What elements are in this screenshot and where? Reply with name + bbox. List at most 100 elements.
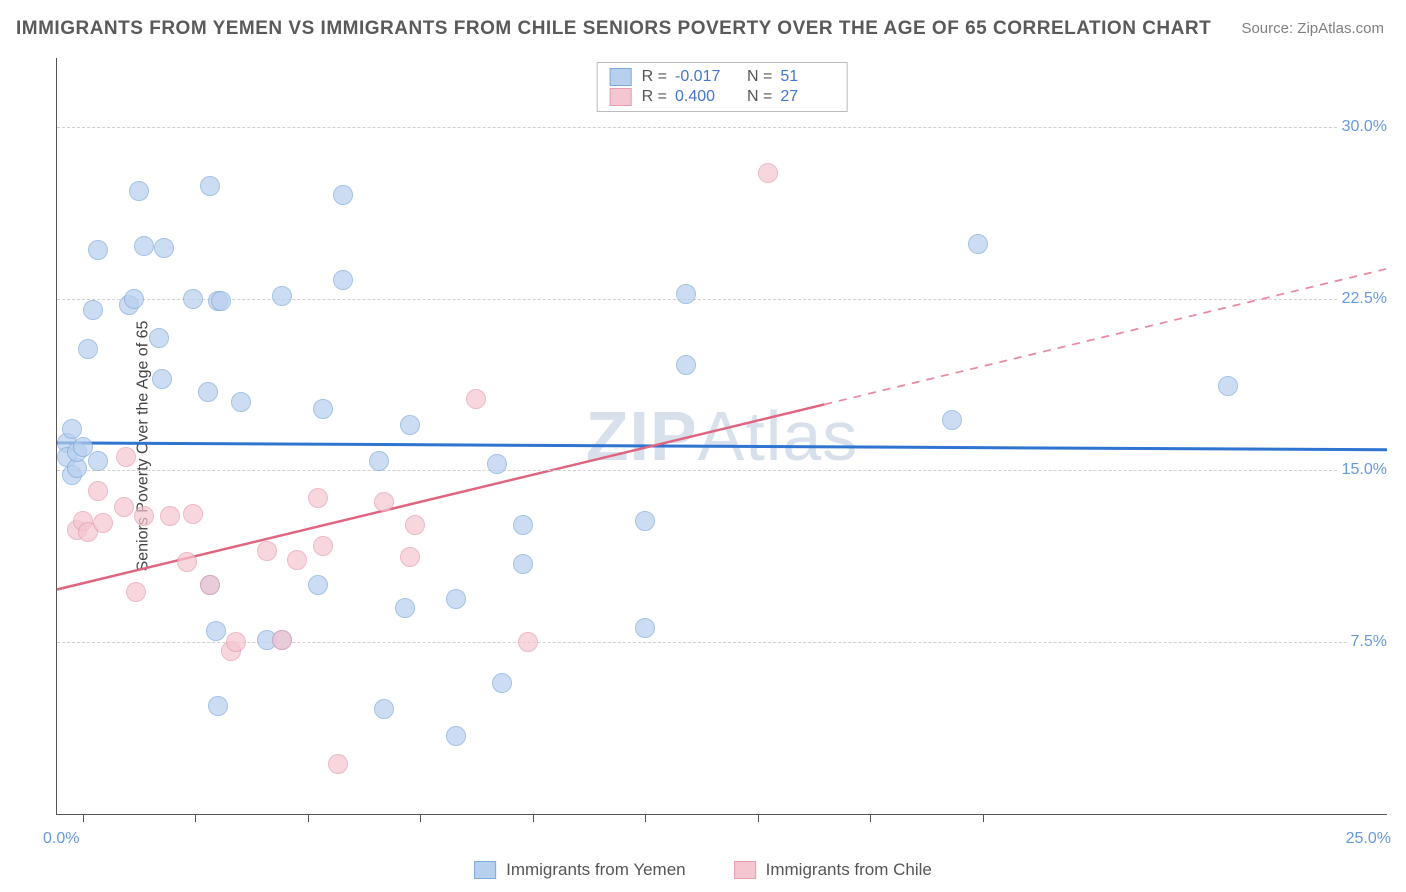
data-point-yemen: [968, 234, 988, 254]
data-point-yemen: [154, 238, 174, 258]
data-point-chile: [374, 492, 394, 512]
data-point-yemen: [333, 185, 353, 205]
legend-item-yemen: Immigrants from Yemen: [474, 860, 686, 880]
data-point-yemen: [200, 176, 220, 196]
data-point-chile: [226, 632, 246, 652]
data-point-yemen: [374, 699, 394, 719]
trendline-chile: [57, 404, 824, 589]
x-tick: [983, 814, 984, 822]
data-point-yemen: [676, 355, 696, 375]
trendline-chile-extrapolated: [824, 269, 1387, 405]
data-point-chile: [183, 504, 203, 524]
x-tick: [870, 814, 871, 822]
swatch-yemen-icon: [474, 861, 496, 879]
watermark: ZIPAtlas: [586, 396, 859, 476]
data-point-yemen: [942, 410, 962, 430]
n-label: N =: [747, 88, 772, 106]
data-point-chile: [405, 515, 425, 535]
plot-area: ZIPAtlas R = -0.017 N = 51 R = 0.400 N =…: [56, 58, 1387, 815]
data-point-yemen: [208, 696, 228, 716]
data-point-yemen: [487, 454, 507, 474]
n-value-chile: 27: [780, 88, 834, 106]
x-tick: [308, 814, 309, 822]
y-tick-label: 30.0%: [1338, 118, 1391, 136]
gridline: [57, 299, 1387, 300]
data-point-yemen: [211, 291, 231, 311]
data-point-yemen: [446, 589, 466, 609]
series-legend: Immigrants from Yemen Immigrants from Ch…: [474, 860, 932, 880]
r-value-chile: 0.400: [675, 88, 729, 106]
r-value-yemen: -0.017: [675, 68, 729, 86]
correlation-legend: R = -0.017 N = 51 R = 0.400 N = 27: [597, 62, 848, 112]
data-point-yemen: [198, 382, 218, 402]
data-point-yemen: [492, 673, 512, 693]
r-label: R =: [642, 68, 667, 86]
n-value-yemen: 51: [780, 68, 834, 86]
data-point-chile: [758, 163, 778, 183]
data-point-yemen: [152, 369, 172, 389]
swatch-chile-icon: [734, 861, 756, 879]
gridline: [57, 470, 1387, 471]
data-point-chile: [93, 513, 113, 533]
data-point-yemen: [400, 415, 420, 435]
legend-item-chile: Immigrants from Chile: [734, 860, 932, 880]
data-point-chile: [160, 506, 180, 526]
data-point-yemen: [88, 451, 108, 471]
data-point-yemen: [635, 618, 655, 638]
data-point-yemen: [78, 339, 98, 359]
x-tick: [83, 814, 84, 822]
data-point-chile: [328, 754, 348, 774]
trend-lines-svg: [57, 58, 1387, 814]
data-point-chile: [114, 497, 134, 517]
correlation-legend-row-chile: R = 0.400 N = 27: [610, 87, 835, 107]
watermark-bold: ZIP: [586, 397, 698, 475]
x-tick: [533, 814, 534, 822]
x-tick: [758, 814, 759, 822]
x-tick: [645, 814, 646, 822]
data-point-chile: [466, 389, 486, 409]
data-point-yemen: [369, 451, 389, 471]
correlation-legend-row-yemen: R = -0.017 N = 51: [610, 67, 835, 87]
y-tick-label: 22.5%: [1338, 290, 1391, 308]
data-point-yemen: [231, 392, 251, 412]
data-point-yemen: [395, 598, 415, 618]
data-point-yemen: [308, 575, 328, 595]
data-point-chile: [257, 541, 277, 561]
watermark-rest: Atlas: [698, 397, 859, 475]
data-point-yemen: [446, 726, 466, 746]
data-point-yemen: [129, 181, 149, 201]
n-label: N =: [747, 68, 772, 86]
data-point-yemen: [676, 284, 696, 304]
y-tick-label: 15.0%: [1338, 461, 1391, 479]
data-point-chile: [272, 630, 292, 650]
data-point-yemen: [206, 621, 226, 641]
data-point-yemen: [1218, 376, 1238, 396]
data-point-yemen: [513, 515, 533, 535]
swatch-yemen-icon: [610, 68, 632, 86]
data-point-chile: [400, 547, 420, 567]
data-point-yemen: [88, 240, 108, 260]
data-point-chile: [308, 488, 328, 508]
chart-title: IMMIGRANTS FROM YEMEN VS IMMIGRANTS FROM…: [16, 18, 1211, 40]
legend-label-yemen: Immigrants from Yemen: [506, 860, 686, 880]
data-point-chile: [88, 481, 108, 501]
data-point-chile: [126, 582, 146, 602]
r-label: R =: [642, 88, 667, 106]
data-point-yemen: [333, 270, 353, 290]
data-point-yemen: [183, 289, 203, 309]
source-attribution: Source: ZipAtlas.com: [1241, 20, 1384, 37]
data-point-yemen: [149, 328, 169, 348]
x-tick: [195, 814, 196, 822]
data-point-yemen: [62, 419, 82, 439]
data-point-yemen: [124, 289, 144, 309]
data-point-chile: [313, 536, 333, 556]
data-point-chile: [518, 632, 538, 652]
data-point-chile: [134, 506, 154, 526]
data-point-yemen: [272, 286, 292, 306]
legend-label-chile: Immigrants from Chile: [766, 860, 932, 880]
data-point-yemen: [313, 399, 333, 419]
trendline-yemen: [57, 443, 1387, 450]
x-tick: [420, 814, 421, 822]
gridline: [57, 127, 1387, 128]
data-point-yemen: [83, 300, 103, 320]
